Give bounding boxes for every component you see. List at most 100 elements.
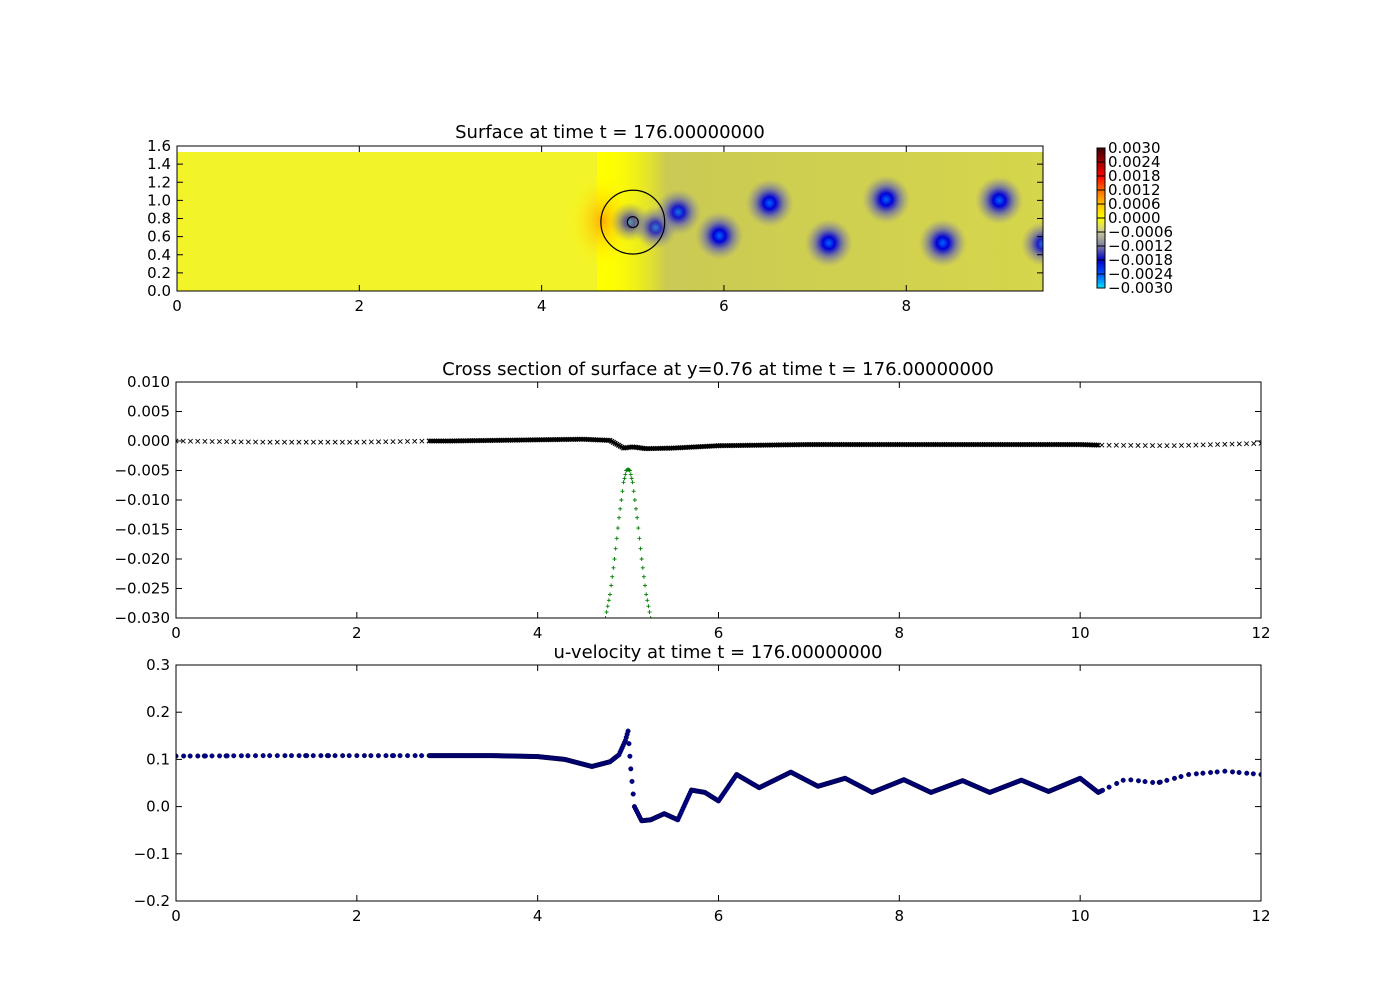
cross-section-x-marker xyxy=(267,439,273,445)
cross-section-plus-marker xyxy=(608,592,612,597)
cross-section-x-marker xyxy=(1093,442,1100,448)
cross-section-x-marker xyxy=(1244,441,1250,447)
u-velocity-dot xyxy=(368,753,374,759)
cross-section-plus-marker xyxy=(615,526,620,531)
u-velocity-dot xyxy=(304,753,310,759)
cross-section-x-marker xyxy=(347,439,353,445)
u-velocity-dot xyxy=(209,753,215,759)
u-velocity-dot xyxy=(628,766,634,772)
cross-section-x-marker xyxy=(1222,441,1228,447)
u-velocity-dot xyxy=(1250,771,1256,777)
cross-section-plus-marker xyxy=(613,546,618,551)
cross-section-x-marker xyxy=(1099,442,1105,448)
cross-section-x-marker xyxy=(176,438,179,444)
cross-section-x-marker xyxy=(412,438,418,444)
x-tick-label: 8 xyxy=(895,907,905,925)
x-tick-label: 6 xyxy=(714,907,724,925)
u-velocity-dot xyxy=(282,753,288,759)
u-velocity-dot xyxy=(217,753,223,759)
u-velocity-dot xyxy=(202,753,208,759)
cross-section-x-marker xyxy=(245,439,251,445)
cross-section-x-marker xyxy=(224,439,230,445)
cross-section-plus-marker xyxy=(604,610,609,615)
u-velocity-dot xyxy=(1178,774,1184,780)
cross-section-x-marker xyxy=(1157,443,1163,449)
u-velocity-dot xyxy=(326,753,332,759)
y-tick-label: 0.3 xyxy=(146,656,170,674)
y-tick-label: 1.2 xyxy=(147,173,171,191)
heatmap-x-ticks: 0 2 4 6 8 xyxy=(172,146,911,315)
x-tick-label: 6 xyxy=(719,297,729,315)
u-velocity-dot xyxy=(176,753,179,759)
cross-section-plus-marker xyxy=(629,476,634,481)
cross-section-plus-marker xyxy=(643,583,648,588)
cross-section-y-ticks: 0.010 0.005 0.000 −0.005 −0.010 −0.015 −0.020 −… xyxy=(114,373,1261,627)
cross-section-x-marker xyxy=(376,439,382,445)
y-tick-label: −0.1 xyxy=(134,845,170,863)
u-velocity-dot xyxy=(1106,784,1112,790)
u-velocity-dot xyxy=(187,753,193,759)
cross-section-x-marker xyxy=(260,439,266,445)
u-velocity-dot xyxy=(181,753,187,759)
cross-section-x-ticks: 0 2 4 6 8 10 12 xyxy=(171,382,1271,642)
u-velocity-dot xyxy=(1114,780,1120,786)
cross-section-x-marker xyxy=(1149,443,1156,449)
y-tick-label: 0.8 xyxy=(147,210,171,228)
cross-section-plus-marker xyxy=(631,489,636,494)
x-tick-label: 4 xyxy=(537,297,547,315)
u-velocity-dot xyxy=(354,753,360,759)
heatmap-field xyxy=(177,152,1043,291)
u-velocity-dot xyxy=(1128,777,1134,783)
y-tick-label: 0.005 xyxy=(127,403,170,421)
u-velocity-dot xyxy=(1120,777,1126,783)
cross-section-x-marker xyxy=(1106,442,1112,448)
u-velocity-dot xyxy=(310,753,316,759)
cross-section-x-marker xyxy=(605,437,611,443)
heatmap-vortices xyxy=(610,175,1043,267)
y-tick-label: 0.1 xyxy=(146,750,170,768)
cross-section-x-marker xyxy=(1113,442,1119,448)
cross-section-x-marker xyxy=(1135,442,1141,448)
cross-section-x-marker xyxy=(1121,442,1127,448)
cylinder-outline xyxy=(600,189,666,255)
u-velocity-dot xyxy=(397,753,403,759)
u-velocity-dot xyxy=(1100,787,1106,793)
cross-section-x-marker xyxy=(253,439,259,445)
x-tick-label: 8 xyxy=(895,624,905,642)
cross-section-x-marker xyxy=(1186,442,1192,448)
cross-section-x-marker xyxy=(318,439,324,445)
cross-section-x-marker xyxy=(1229,441,1235,447)
cross-section-x-marker xyxy=(216,439,222,445)
x-tick-label: 2 xyxy=(352,907,362,925)
cross-section-x-marker xyxy=(1193,442,1199,448)
colorbar-tick-label: 0.0000 xyxy=(1108,209,1161,227)
cross-section-points xyxy=(176,436,1261,618)
cross-section-x-marker xyxy=(339,439,345,445)
cross-section-x-marker xyxy=(281,439,288,445)
cross-section-plus-marker xyxy=(645,598,650,603)
cross-section-x-marker xyxy=(1164,443,1170,449)
u-velocity-dot xyxy=(231,753,237,759)
cross-section-plus-marker xyxy=(619,498,624,502)
cross-section-x-marker xyxy=(368,439,374,445)
u-velocity-dot xyxy=(412,753,418,759)
x-tick-label: 8 xyxy=(901,297,911,315)
u-velocity-dot xyxy=(1142,779,1148,785)
cross-section-x-marker xyxy=(303,439,309,445)
cross-section-plus-marker xyxy=(630,480,635,485)
u-velocity-dot xyxy=(1214,769,1220,775)
colorbar-ticks: 0.00300.00240.00180.00120.00060.0000−0.0… xyxy=(1097,139,1173,297)
u-velocity-dot xyxy=(625,728,631,734)
u-velocity-dot xyxy=(296,753,302,759)
cross-section-x-marker xyxy=(238,439,244,445)
y-tick-label: 0.0 xyxy=(147,282,171,300)
cross-section-plus-marker xyxy=(617,515,622,520)
cross-section-x-marker xyxy=(1207,442,1213,448)
cross-section-x-marker xyxy=(195,438,201,444)
cross-section-x-marker xyxy=(383,439,389,445)
u-velocity-dot xyxy=(346,753,352,759)
vortex-blob xyxy=(655,189,702,236)
cross-section-plus-marker xyxy=(614,536,619,541)
cross-section-plus-marker xyxy=(628,472,633,477)
